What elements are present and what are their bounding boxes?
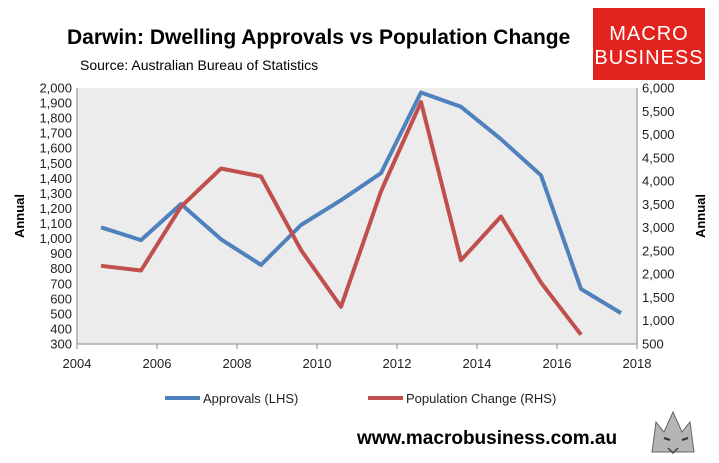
legend: Approvals (LHS) Population Change (RHS): [165, 391, 556, 406]
legend-label-approvals: Approvals (LHS): [203, 391, 298, 406]
y-right-tick-label: 6,000: [642, 81, 675, 96]
x-tick-label: 2004: [63, 356, 92, 371]
y-left-tick-label: 300: [50, 337, 72, 352]
y-axis-right: 6,000 5,500 5,000 4,500 4,000 3,500 3,000 2,500…: [642, 81, 675, 352]
y-left-tick-label: 1,800: [39, 111, 72, 126]
x-tick-label: 2014: [463, 356, 492, 371]
y-right-tick-label: 1,000: [642, 313, 675, 328]
y-left-tick-label: 500: [50, 306, 72, 321]
chart-title: Darwin: Dwelling Approvals vs Population…: [67, 26, 570, 49]
y-right-tick-label: 5,500: [642, 104, 675, 119]
legend-label-population: Population Change (RHS): [406, 391, 556, 406]
y-axis-right-title: Annual: [693, 194, 708, 238]
logo-line1: MACRO: [609, 23, 688, 45]
y-right-tick-label: 4,500: [642, 150, 675, 165]
y-right-tick-label: 500: [642, 337, 664, 352]
y-right-tick-label: 1,500: [642, 290, 675, 305]
y-right-tick-label: 2,500: [642, 243, 675, 258]
x-tick-label: 2008: [223, 356, 252, 371]
x-tick-label: 2012: [383, 356, 412, 371]
y-left-tick-label: 1,400: [39, 171, 72, 186]
y-left-tick-label: 1,200: [39, 201, 72, 216]
y-left-tick-label: 600: [50, 291, 72, 306]
y-right-tick-label: 3,000: [642, 220, 675, 235]
y-axis-left: 2,0001,9001,8001,7001,6001,5001,4001,300…: [39, 81, 72, 352]
y-left-tick-label: 1,000: [39, 231, 72, 246]
y-right-tick-label: 4,000: [642, 174, 675, 189]
y-left-tick-label: 1,500: [39, 156, 72, 171]
x-tick-label: 2010: [303, 356, 332, 371]
y-left-tick-label: 1,900: [39, 96, 72, 111]
series-line-approvals: [100, 90, 623, 315]
y-axis-left-title: Annual: [12, 194, 27, 238]
logo: MACRO BUSINESS: [593, 8, 705, 80]
y-left-tick-label: 2,000: [39, 81, 72, 96]
y-left-tick-label: 1,700: [39, 126, 72, 141]
plot-area: [77, 88, 637, 344]
y-left-tick-label: 400: [50, 321, 72, 336]
series-layer: [100, 90, 623, 336]
y-left-tick-label: 800: [50, 261, 72, 276]
y-right-tick-label: 2,000: [642, 267, 675, 282]
y-left-tick-label: 700: [50, 276, 72, 291]
x-axis: 2004 2006 2008 2010 2012 2014 2016 2018: [63, 344, 652, 371]
y-left-tick-label: 1,300: [39, 186, 72, 201]
y-right-tick-label: 5,000: [642, 127, 675, 142]
x-tick-label: 2018: [623, 356, 652, 371]
logo-background: [593, 8, 705, 80]
website-url: www.macrobusiness.com.au: [356, 428, 617, 449]
y-left-tick-label: 900: [50, 246, 72, 261]
y-left-tick-label: 1,100: [39, 216, 72, 231]
y-right-tick-label: 3,500: [642, 197, 675, 212]
logo-line2: BUSINESS: [594, 47, 703, 69]
x-tick-label: 2006: [143, 356, 172, 371]
y-left-tick-label: 1,600: [39, 141, 72, 156]
wolf-mascot-icon: [645, 408, 701, 455]
chart-subtitle: Source: Australian Bureau of Statistics: [80, 57, 318, 73]
x-tick-label: 2016: [543, 356, 572, 371]
series-line-population-change: [100, 100, 583, 336]
gridlines: [76, 88, 638, 345]
